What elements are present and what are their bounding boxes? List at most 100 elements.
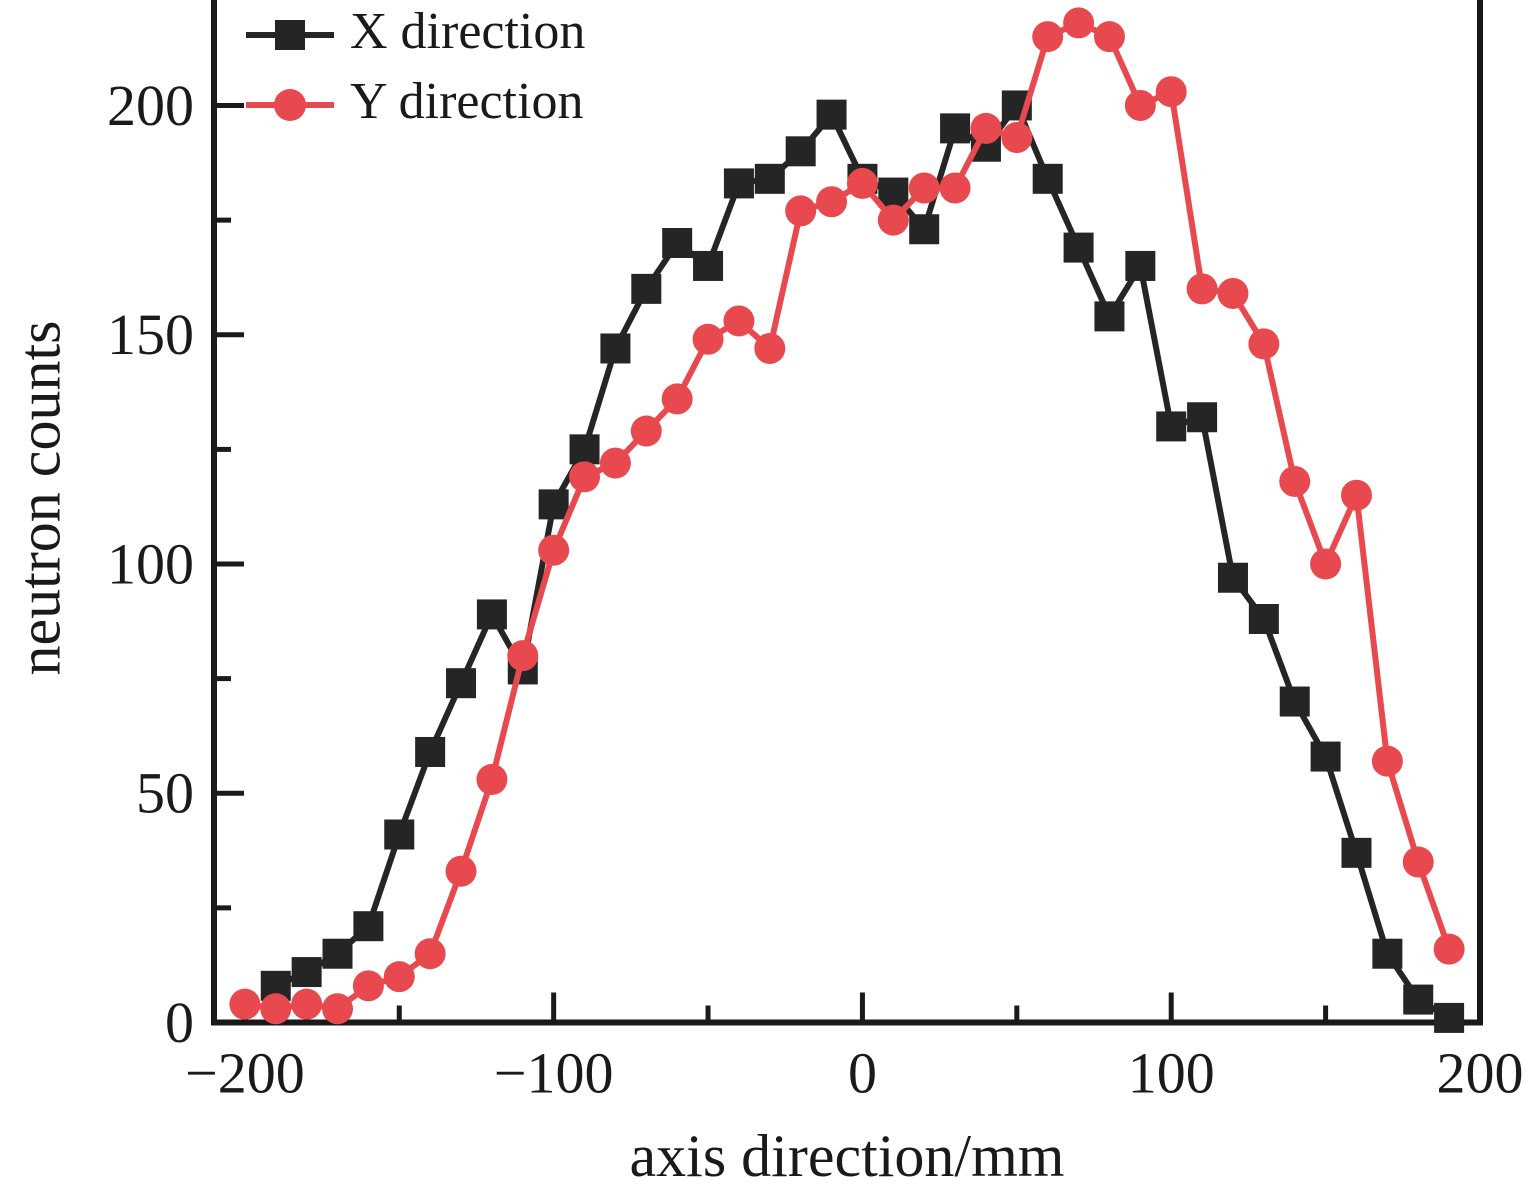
- circle-marker-icon: [569, 461, 601, 493]
- circle-marker-icon: [816, 186, 848, 218]
- square-marker-icon: [693, 250, 724, 281]
- circle-marker-icon: [414, 938, 446, 970]
- square-marker-icon: [631, 273, 662, 304]
- circle-marker-icon: [260, 993, 292, 1025]
- square-marker-icon: [1248, 604, 1279, 635]
- x-tick-label: 0: [848, 1041, 877, 1106]
- circle-marker-icon: [383, 961, 415, 993]
- square-marker-icon: [384, 819, 415, 850]
- x-tick-label: −200: [185, 1041, 305, 1106]
- square-marker-icon: [1341, 837, 1372, 868]
- circle-marker-icon: [291, 988, 323, 1020]
- circle-marker-icon: [1402, 846, 1434, 878]
- square-marker-icon: [816, 99, 847, 130]
- square-marker-icon: [1217, 562, 1248, 593]
- circle-marker-icon: [1433, 933, 1465, 965]
- square-marker-icon: [1310, 741, 1341, 772]
- circle-marker-icon: [445, 855, 477, 887]
- circle-marker-icon: [599, 447, 631, 479]
- circle-marker-icon: [1186, 273, 1218, 305]
- square-marker-icon: [415, 736, 446, 767]
- circle-marker-icon: [1371, 745, 1403, 777]
- y-tick-label: 0: [165, 990, 194, 1055]
- circle-marker-icon: [476, 763, 508, 795]
- x-tick-label: 200: [1437, 1041, 1524, 1106]
- square-marker-icon: [1279, 686, 1310, 717]
- circle-marker-icon: [229, 988, 261, 1020]
- data-series-layer: [229, 7, 1465, 1033]
- circle-marker-icon: [939, 172, 971, 204]
- circle-marker-icon: [846, 167, 878, 199]
- square-marker-icon: [1372, 938, 1403, 969]
- circle-marker-icon: [877, 204, 909, 236]
- circle-marker-icon: [692, 323, 724, 355]
- square-marker-icon: [1063, 232, 1094, 263]
- y-tick-label: 50: [136, 761, 194, 826]
- square-marker-icon: [600, 333, 631, 364]
- axis-tick-labels: −200 −100 0 100 200 0 50 100 150 200: [107, 73, 1524, 1106]
- circle-marker-icon: [661, 383, 693, 415]
- circle-marker-icon: [1340, 479, 1372, 511]
- circle-marker-icon: [352, 970, 384, 1002]
- circle-marker-icon: [322, 993, 354, 1025]
- y-tick-label: 200: [107, 73, 194, 138]
- series-circle: [229, 7, 1465, 1025]
- circle-marker-icon: [908, 172, 940, 204]
- square-marker-icon: [1094, 301, 1125, 332]
- legend: X direction Y direction: [246, 0, 585, 140]
- square-marker-icon: [878, 177, 909, 208]
- x-tick-label: −100: [494, 1041, 614, 1106]
- square-marker-icon: [446, 668, 477, 699]
- square-marker-icon: [723, 168, 754, 199]
- legend-item-y-direction: Y direction: [246, 70, 585, 140]
- square-marker-icon: [353, 911, 384, 942]
- square-marker-icon: [1032, 163, 1063, 194]
- square-marker-icon: [940, 113, 971, 144]
- circle-marker-icon: [723, 305, 755, 337]
- circle-marker-icon: [785, 195, 817, 227]
- series-line: [244, 19, 1452, 1012]
- y-axis-title: neutron counts: [6, 320, 73, 676]
- square-marker-icon: [322, 938, 353, 969]
- legend-label-x: X direction: [350, 3, 586, 60]
- circle-marker-icon: [274, 89, 306, 121]
- legend-sample-x: [246, 7, 334, 63]
- circle-marker-icon: [630, 415, 662, 447]
- square-marker-icon: [785, 136, 816, 167]
- y-tick-label: 100: [107, 531, 194, 596]
- square-marker-icon: [754, 163, 785, 194]
- square-marker-icon: [662, 228, 693, 259]
- square-marker-icon: [476, 599, 507, 630]
- square-marker-icon: [1156, 411, 1187, 442]
- circle-marker-icon: [1124, 89, 1156, 121]
- plot-spines: [211, 0, 1483, 1026]
- legend-label-y: Y direction: [350, 73, 584, 130]
- circle-marker-icon: [1001, 122, 1033, 154]
- square-marker-icon: [1125, 250, 1156, 281]
- square-marker-icon: [1403, 984, 1434, 1015]
- square-marker-icon: [1434, 1002, 1465, 1033]
- circle-marker-icon: [1032, 21, 1064, 53]
- circle-marker-icon: [1217, 277, 1249, 309]
- legend-sample-y: [246, 77, 334, 133]
- square-marker-icon: [275, 20, 305, 50]
- circle-marker-icon: [1063, 7, 1095, 39]
- square-marker-icon: [538, 489, 569, 520]
- circle-marker-icon: [1093, 21, 1125, 53]
- y-tick-label: 150: [107, 302, 194, 367]
- square-marker-icon: [909, 214, 940, 245]
- square-marker-icon: [291, 957, 322, 988]
- axis-ticks: [214, 102, 1483, 1025]
- square-marker-icon: [569, 434, 600, 465]
- circle-marker-icon: [1155, 76, 1187, 108]
- circle-marker-icon: [754, 332, 786, 364]
- circle-marker-icon: [507, 640, 539, 672]
- square-marker-icon: [1187, 402, 1218, 433]
- x-axis-title: axis direction/mm: [629, 1123, 1065, 1189]
- circle-marker-icon: [970, 112, 1002, 144]
- circle-marker-icon: [1279, 465, 1311, 497]
- x-tick-label: 100: [1128, 1041, 1215, 1106]
- circle-marker-icon: [538, 534, 570, 566]
